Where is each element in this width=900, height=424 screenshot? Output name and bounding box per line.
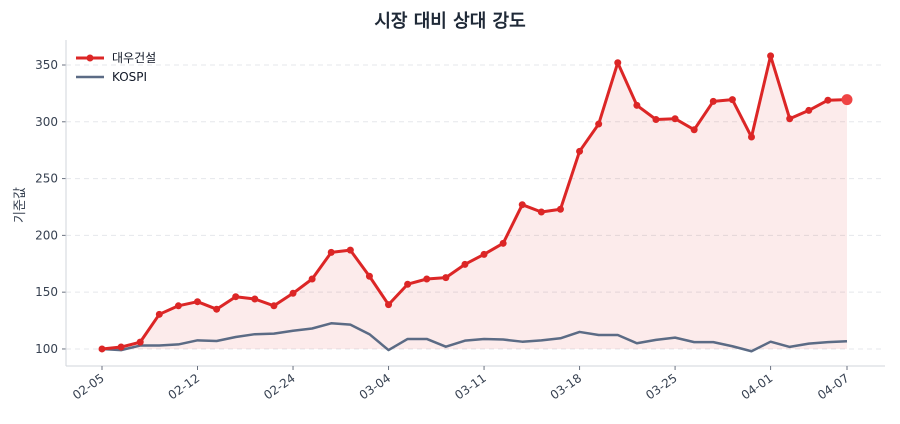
data-point	[155, 310, 163, 318]
data-point	[690, 126, 698, 134]
y-tick-label: 300	[35, 115, 58, 129]
data-point	[709, 97, 717, 105]
data-point	[423, 275, 431, 283]
data-point	[174, 302, 182, 310]
x-tick-label: 04-01	[739, 371, 776, 402]
data-point	[385, 301, 393, 309]
legend-label-daewoo: 대우건설	[112, 51, 156, 65]
data-point	[365, 272, 373, 280]
x-tick-label: 03-04	[357, 371, 394, 402]
x-tick-label: 02-24	[261, 371, 298, 402]
x-tick-label: 02-12	[166, 371, 203, 402]
x-tick-label: 04-07	[815, 371, 852, 402]
data-point	[633, 101, 641, 109]
data-point	[576, 147, 584, 155]
data-point	[614, 59, 622, 67]
series-line-daewoo	[101, 54, 848, 351]
y-tick-label: 200	[35, 228, 58, 242]
data-point	[346, 246, 354, 254]
x-tick-label: 03-18	[548, 371, 585, 402]
data-point	[518, 201, 526, 209]
data-point	[728, 96, 736, 104]
data-point	[270, 302, 278, 310]
chart-title: 시장 대비 상대 강도	[374, 11, 525, 32]
data-point	[461, 260, 469, 268]
y-tick-label: 250	[35, 172, 58, 186]
data-point	[327, 248, 335, 256]
area-fill-0	[102, 55, 847, 349]
data-point	[289, 289, 297, 297]
data-point	[652, 116, 660, 124]
data-point	[767, 52, 775, 60]
data-point	[442, 274, 450, 282]
legend-label-kospi: KOSPI	[112, 70, 147, 84]
y-tick-label: 100	[35, 342, 58, 356]
data-point	[595, 120, 603, 128]
data-point	[213, 305, 221, 313]
x-tick-label: 03-25	[643, 371, 680, 402]
series-line-kospi	[101, 322, 848, 353]
data-point	[136, 338, 144, 346]
data-point	[404, 280, 412, 288]
y-tick-label: 350	[35, 58, 58, 72]
data-point	[232, 293, 240, 301]
data-point	[308, 275, 316, 283]
last-point-marker	[841, 94, 853, 106]
x-tick-label: 03-11	[452, 371, 489, 402]
legend: 대우건설 KOSPI	[76, 51, 156, 84]
data-point	[786, 115, 794, 123]
y-axis-label: 기준값	[13, 187, 28, 223]
data-point	[671, 115, 679, 123]
data-point	[98, 345, 106, 353]
x-tick-label: 02-05	[70, 371, 107, 402]
data-point	[747, 133, 755, 141]
data-point	[480, 250, 488, 258]
data-point	[824, 96, 832, 104]
data-point	[805, 106, 813, 114]
data-point	[499, 239, 507, 247]
y-tick-label: 150	[35, 285, 58, 299]
data-point	[537, 208, 545, 216]
data-point	[251, 295, 259, 303]
legend-marker-daewoo	[86, 54, 94, 62]
data-point	[194, 298, 202, 306]
data-point	[556, 205, 564, 213]
data-point	[117, 343, 125, 351]
